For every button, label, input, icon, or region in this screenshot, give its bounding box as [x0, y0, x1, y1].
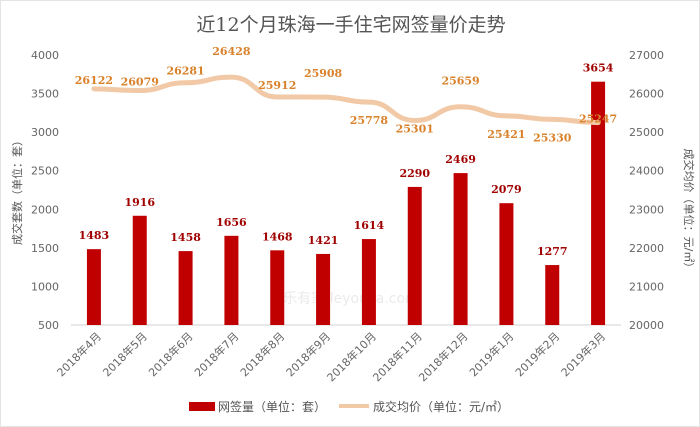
y-tick-label: 3000 [31, 126, 59, 139]
line-data-label: 26122 [75, 74, 113, 87]
chart-title: 近12个月珠海一手住宅网签量价走势 [196, 14, 505, 36]
bar-data-label: 2290 [399, 167, 430, 180]
line-data-label: 25659 [441, 75, 479, 88]
line-data-label: 25778 [350, 114, 389, 127]
x-tick-label: 2018年4月 [54, 329, 104, 379]
bar-data-label: 2079 [491, 183, 522, 196]
x-tick-label: 2018年7月 [191, 329, 241, 379]
y2-tick-label: 22000 [629, 242, 664, 255]
y2-tick-label: 20000 [629, 319, 664, 332]
x-tick-label: 2018年12月 [416, 329, 471, 384]
y-axis-label: 成交套数（单位：套） [10, 135, 24, 245]
y2-tick-label: 25000 [629, 126, 664, 139]
bar [270, 250, 285, 325]
bar [453, 173, 468, 325]
line-data-label: 25247 [579, 113, 617, 126]
y-tick-label: 1500 [31, 242, 59, 255]
x-tick-label: 2018年5月 [100, 329, 150, 379]
bar-data-label: 1421 [308, 234, 339, 247]
bar-data-label: 1483 [79, 229, 110, 242]
bar [545, 265, 560, 325]
y-tick-label: 500 [38, 319, 59, 332]
line-data-label: 26281 [166, 65, 204, 78]
bar-data-label: 1614 [354, 219, 385, 232]
line-data-label: 25421 [487, 128, 525, 141]
line-data-label: 25330 [533, 131, 572, 144]
y2-tick-label: 23000 [629, 203, 664, 216]
legend-swatch-bar [189, 402, 215, 411]
watermark: 乐有家 leyoujia.com [283, 290, 418, 307]
line-data-label: 25301 [396, 123, 434, 136]
bar [361, 239, 376, 325]
bar [407, 186, 422, 325]
bar [591, 81, 606, 325]
bar [86, 249, 101, 325]
y-tick-label: 3500 [31, 88, 59, 101]
y2-tick-label: 26000 [629, 88, 664, 101]
price-line [91, 74, 601, 126]
line-data-label: 26428 [212, 45, 251, 58]
x-tick-label: 2019年2月 [512, 329, 562, 379]
bar [132, 215, 147, 325]
x-tick-label: 2018年9月 [283, 329, 333, 379]
line-data-label: 25908 [304, 67, 343, 80]
bar-data-label: 1277 [537, 245, 568, 258]
bar-data-label: 1656 [216, 216, 247, 229]
bar-data-label: 1458 [170, 231, 201, 244]
line-data-label: 26079 [121, 76, 159, 89]
y-tick-label: 4000 [31, 49, 59, 62]
x-tick-label: 2019年3月 [558, 329, 608, 379]
x-tick-label: 2018年6月 [146, 329, 196, 379]
y-tick-label: 2500 [31, 165, 59, 178]
bar-data-label: 2469 [445, 153, 476, 166]
bar [178, 251, 193, 325]
y2-tick-label: 21000 [629, 280, 664, 293]
bar [316, 253, 331, 325]
line-data-label: 25912 [258, 79, 296, 92]
y-tick-label: 1000 [31, 280, 59, 293]
y-tick-label: 2000 [31, 203, 59, 216]
bar-data-label: 1468 [262, 230, 293, 243]
bar [499, 203, 514, 325]
y2-tick-label: 24000 [629, 165, 664, 178]
bar-data-label: 3654 [583, 62, 614, 75]
legend-label-bar: 网签量（单位：套） [218, 399, 326, 414]
bar-data-label: 1916 [124, 196, 155, 209]
y2-axis-label: 成交均价（单位：元/㎡） [682, 149, 696, 274]
y2-tick-label: 27000 [629, 49, 664, 62]
bar [224, 235, 239, 325]
x-tick-label: 2019年1月 [466, 329, 516, 379]
legend-label-line: 成交均价（单位：元/㎡） [373, 399, 509, 414]
x-tick-label: 2018年8月 [237, 329, 287, 379]
